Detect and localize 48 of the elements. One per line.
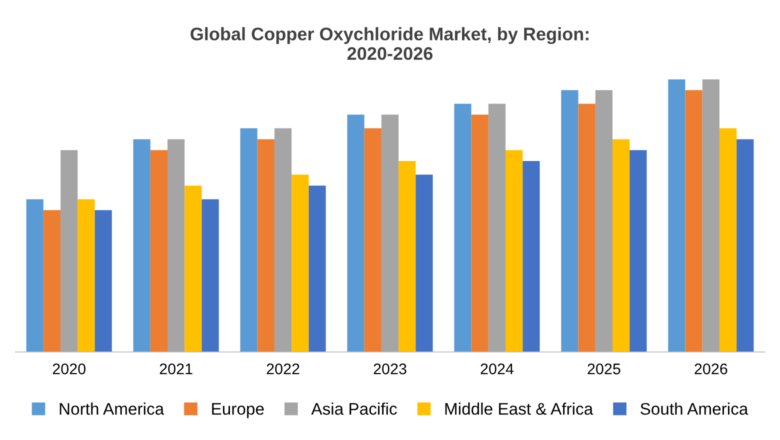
legend-label: Asia Pacific [311,402,397,415]
bar [308,186,326,352]
bar [381,114,399,352]
bar [630,150,647,352]
bar [416,174,433,352]
bar [612,139,630,352]
x-tick-label: 2023 [374,364,406,374]
legend-label: North America [60,402,164,415]
bar [488,104,506,352]
bar [94,210,112,352]
bar [522,161,540,352]
bar [184,186,202,352]
bar [78,199,95,352]
bar [168,139,185,352]
bar [506,150,523,352]
legend-label: Middle East & Africa [445,402,594,415]
bar [471,114,488,352]
bar [578,104,596,352]
legend-label: Europe [212,403,264,418]
bar [150,150,168,352]
bar [292,174,309,352]
bar [668,79,686,352]
x-tick-label: 2025 [588,364,620,374]
bar [274,128,292,352]
x-tick-label: 2026 [694,364,728,374]
bar [257,139,274,352]
bar [60,150,78,352]
bar [719,128,737,352]
chart-title: Global Copper Oxychloride Market, by Region: 2020-2026 [190,27,588,60]
bar [702,79,720,352]
x-tick-label: 2022 [266,364,300,374]
bar [454,104,472,352]
bar [240,128,258,352]
bar [133,139,150,352]
bar [43,210,61,352]
bar [26,199,44,352]
legend-label: South America [640,402,748,415]
bar [364,128,382,352]
bar [685,90,702,352]
bar [595,90,612,352]
bar [561,90,578,352]
bar [736,139,754,352]
x-tick-label: 2020 [52,364,86,374]
bar [347,114,364,352]
bar [398,161,416,352]
x-tick-label: 2021 [160,364,192,374]
x-tick-label: 2024 [480,364,514,374]
bar [202,199,219,352]
